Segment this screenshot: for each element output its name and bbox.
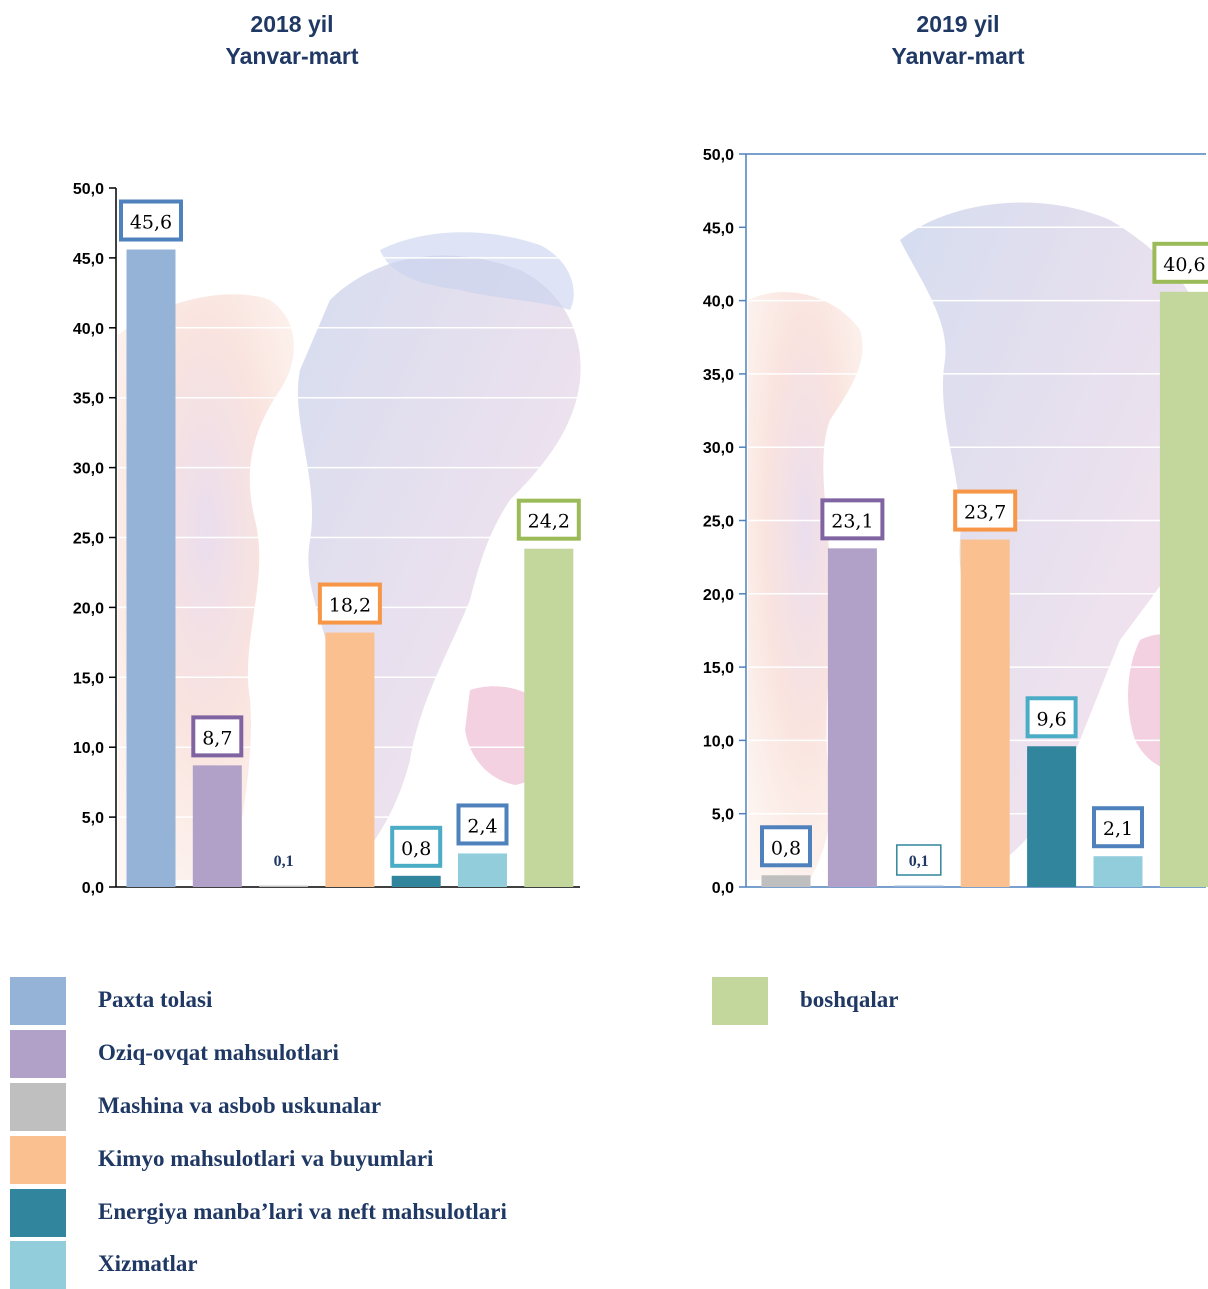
chart-2018-ytick-label: 5,0 xyxy=(82,810,104,827)
chart-2018-ytick-label: 45,0 xyxy=(73,251,104,268)
legend-swatch-energiya xyxy=(10,1189,66,1237)
legend-label-paxta-tolasi: Paxta tolasi xyxy=(98,987,213,1012)
chart-2019-title-period: Yanvar-mart xyxy=(891,43,1025,69)
legend-label-kimyo: Kimyo mahsulotlari va buyumlari xyxy=(98,1146,434,1171)
chart-2019-ytick-label: 25,0 xyxy=(703,514,734,531)
chart-2018-data-label-box xyxy=(516,498,581,541)
chart-2019-ytick-label: 20,0 xyxy=(703,587,734,604)
chart-2019-title-year: 2019 yil xyxy=(916,11,1000,37)
chart-2018-title-year: 2018 yil xyxy=(250,11,334,37)
chart-2019-bar xyxy=(1093,856,1143,887)
chart-2019-data-label: 0,1 xyxy=(909,853,929,870)
chart-2019-bar xyxy=(960,539,1010,887)
chart-2018-data-label: 18,2 xyxy=(329,595,371,617)
legend-label-mashina: Mashina va asbob uskunalar xyxy=(98,1093,382,1118)
legend-swatch-paxta-tolasi xyxy=(10,977,66,1025)
legend-swatch-kimyo xyxy=(10,1136,66,1184)
chart-2018-bar xyxy=(126,249,176,888)
chart-2019: 0,0 5,0 10,0 15,0 20,0 25,0 30,0 35,0 40,0 45,0 50… xyxy=(703,147,1208,897)
chart-2019-ytick-label: 35,0 xyxy=(703,367,734,384)
chart-2019-data-label-box xyxy=(1092,806,1144,849)
chart-2018-data-label-box xyxy=(390,825,443,868)
chart-2019-ytick-label: 30,0 xyxy=(703,440,734,457)
chart-2019-data-label: 40,6 xyxy=(1163,254,1205,276)
legend-swatch-oziq-ovqat xyxy=(10,1030,66,1078)
chart-2018-title: 2018 yil Yanvar-mart xyxy=(142,8,442,72)
chart-2019-data-label: 2,1 xyxy=(1103,818,1133,840)
chart-2018-ytick-label: 0,0 xyxy=(82,880,104,897)
chart-2018: 0,0 5,0 10,0 15,0 20,0 25,0 30,0 35,0 40,0 45,0 50… xyxy=(73,181,581,897)
chart-2019-ytick-label: 40,0 xyxy=(703,294,734,311)
chart-2018-ytick-label: 20,0 xyxy=(73,600,104,617)
legend-label-boshqalar: boshqalar xyxy=(800,987,899,1012)
chart-2018-bar xyxy=(325,632,375,887)
chart-2018-data-label: 24,2 xyxy=(528,511,570,533)
charts-canvas: 0,0 5,0 10,0 15,0 20,0 25,0 30,0 35,0 40,0 45,0 50… xyxy=(73,147,1208,897)
chart-2019-ytick-label: 50,0 xyxy=(703,147,734,164)
chart-2018-ytick-label: 50,0 xyxy=(73,181,104,198)
chart-2018-data-label: 0,1 xyxy=(274,853,294,870)
chart-2019-bar xyxy=(827,548,877,887)
chart-2018-bar xyxy=(192,765,242,887)
chart-2019-bar xyxy=(1027,746,1077,887)
chart-2019-bar xyxy=(761,875,811,887)
chart-2018-data-label-box xyxy=(119,199,183,242)
legend-swatch-mashina xyxy=(10,1083,66,1131)
legend-swatch-boshqalar xyxy=(712,977,768,1025)
chart-2019-data-label-box xyxy=(896,844,942,876)
chart-2019-data-label: 9,6 xyxy=(1036,708,1066,730)
chart-2018-data-label: 45,6 xyxy=(130,212,172,234)
chart-2019-bar xyxy=(894,885,944,887)
chart-2019-ytick-label: 0,0 xyxy=(712,880,734,897)
chart-2019-data-label: 23,1 xyxy=(831,510,873,532)
chart-2018-data-label: 8,7 xyxy=(202,727,232,749)
chart-2018-ytick-label: 35,0 xyxy=(73,391,104,408)
chart-2018-bar xyxy=(391,875,441,887)
chart-2018-bar xyxy=(259,885,309,887)
chart-2019-data-label: 0,8 xyxy=(771,837,801,859)
chart-2019-ytick-label: 5,0 xyxy=(712,807,734,824)
chart-2018-data-label: 2,4 xyxy=(467,815,497,837)
chart-2019-data-label-box xyxy=(820,498,885,541)
legend-label-oziq-ovqat: Oziq-ovqat mahsulotlari xyxy=(98,1040,339,1065)
chart-2019-title: 2019 yil Yanvar-mart xyxy=(808,8,1108,72)
legend-label-xizmatlar: Xizmatlar xyxy=(98,1251,198,1276)
legend-swatch-xizmatlar xyxy=(10,1241,66,1289)
chart-2019-data-label-box xyxy=(953,489,1018,532)
legend-label-energiya: Energiya manba’lari va neft mahsulotlari xyxy=(98,1199,507,1224)
chart-2018-data-label-box xyxy=(317,582,382,625)
chart-2018-data-label: 0,8 xyxy=(401,838,431,860)
chart-2019-data-label-box xyxy=(1025,696,1078,739)
chart-2018-ytick-label: 40,0 xyxy=(73,321,104,338)
chart-2018-ytick-label: 30,0 xyxy=(73,461,104,478)
chart-2019-data-label-box xyxy=(760,825,812,868)
chart-2019-data-label: 23,7 xyxy=(964,502,1006,524)
chart-2019-bar xyxy=(1159,291,1208,888)
chart-2018-bar xyxy=(458,853,507,887)
chart-2019-ytick-label: 45,0 xyxy=(703,220,734,237)
chart-2018-ytick-label: 10,0 xyxy=(73,740,104,757)
chart-2018-title-period: Yanvar-mart xyxy=(225,43,359,69)
chart-2019-ytick-label: 10,0 xyxy=(703,733,734,750)
chart-2018-data-label-box xyxy=(191,715,244,758)
chart-2018-ytick-label: 25,0 xyxy=(73,531,104,548)
chart-2018-data-label-box xyxy=(456,803,509,846)
chart-2019-ytick-label: 15,0 xyxy=(703,660,734,677)
chart-2018-bar xyxy=(524,548,574,887)
chart-2018-ytick-label: 15,0 xyxy=(73,670,104,687)
chart-2019-data-label-box xyxy=(1152,241,1208,284)
